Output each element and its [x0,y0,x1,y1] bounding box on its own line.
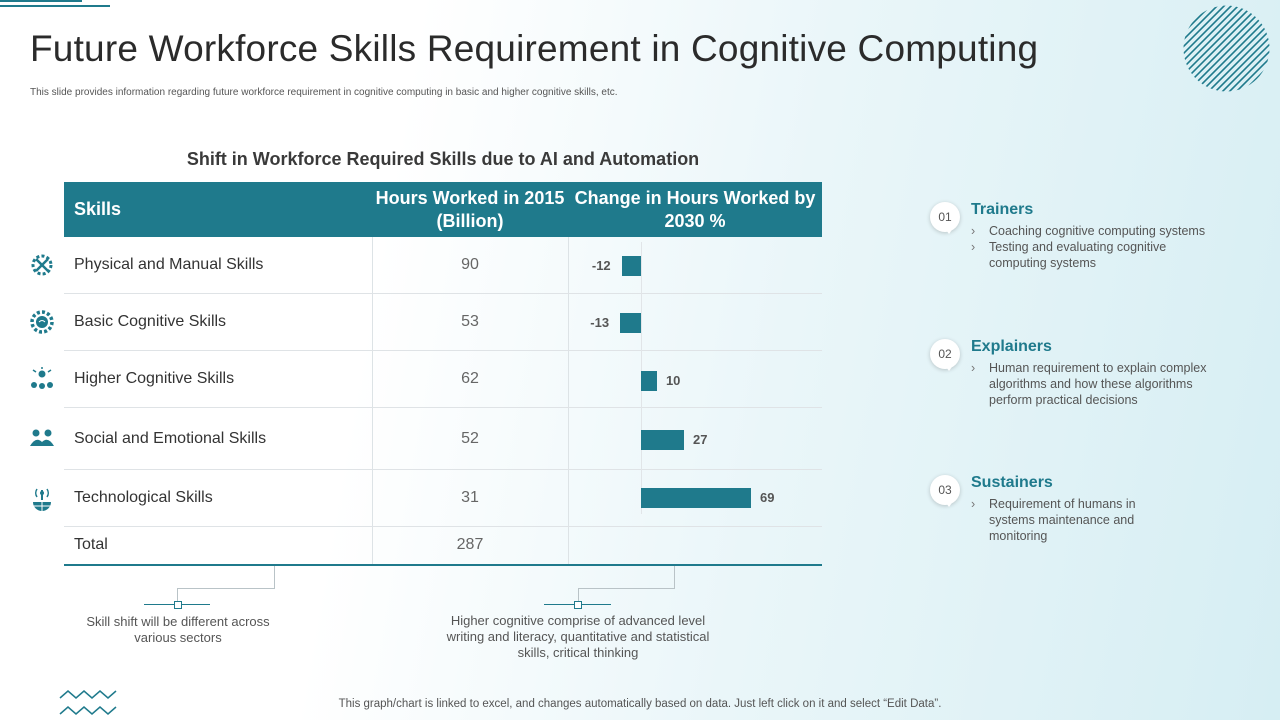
total-label: Total [74,536,108,553]
hours-value: 53 [461,313,479,330]
table-row: Social and Emotional Skills 52 [30,408,822,470]
header-hours: Hours Worked in 2015 (Billion) [375,187,565,231]
page-title: Future Workforce Skills Requirement in C… [30,28,1039,69]
hours-value: 90 [461,256,479,273]
role-bullet-list: Coaching cognitive computing systems Tes… [971,223,1205,271]
hours-value: 31 [461,489,479,506]
change-bar-label: 69 [760,490,775,505]
callout-node [174,601,182,609]
table-header: Skills Hours Worked in 2015 (Billion) Ch… [64,182,822,237]
skill-name: Physical and Manual Skills [74,256,264,273]
step-number-bubble: 01 [930,202,960,234]
role-title: Explainers [971,338,1052,355]
callout-connector [578,588,580,603]
step-number-bubble: 02 [930,339,960,371]
role-title: Sustainers [971,474,1053,491]
change-bar-label: -12 [591,258,611,273]
skill-name: Social and Emotional Skills [74,430,267,447]
total-hours: 287 [456,536,484,553]
table-title: Shift in Workforce Required Skills due t… [186,149,700,169]
change-bar-label: 27 [693,432,708,447]
skill-name: Higher Cognitive Skills [74,370,235,387]
role-bullet: Requirement of humans in systems mainten… [971,496,1141,544]
header-change: Change in Hours Worked by 2030 % [574,187,816,231]
role-bullet: Human requirement to explain complex alg… [971,360,1221,408]
header-skills: Skills [74,199,122,219]
table-row: Technological Skills 31 [33,470,822,527]
step-number-bubble: 03 [930,475,960,507]
role-bullet: Testing and evaluating cognitive computi… [971,239,1199,271]
table-row: Physical and Manual Skills 90 [31,237,822,294]
table-bottom-rule [64,564,822,566]
role-bullet: Coaching cognitive computing systems [971,223,1205,239]
page-subtitle: This slide provides information regardin… [30,87,618,98]
skill-name: Basic Cognitive Skills [74,313,227,330]
hours-value: 52 [461,430,479,447]
globe-antenna-icon [33,488,51,511]
callout-connector [177,566,275,589]
change-bar [641,371,657,391]
change-bar [620,313,641,333]
change-bar [641,488,751,508]
column-divider [568,237,569,565]
column-divider [372,237,373,565]
callout-connector [177,588,179,603]
tools-gear-icon [31,254,53,276]
role-bullet-list: Human requirement to explain complex alg… [971,360,1221,408]
callout-connector [578,566,675,589]
change-bar [621,256,641,276]
table-row: Basic Cognitive Skills 53 [30,294,822,351]
top-accent-lines [0,0,110,7]
callout-higher-cognitive: Higher cognitive comprise of advanced le… [446,613,710,660]
change-bar [641,430,685,450]
total-row: Total 287 [64,527,822,564]
hatched-circle-decoration [1183,5,1270,92]
handshake-icon [30,429,54,446]
callout-sectors: Skill shift will be different across var… [86,614,270,645]
role-bullet-list: Requirement of humans in systems mainten… [971,496,1141,544]
skill-name: Technological Skills [74,489,213,506]
table-row: Higher Cognitive Skills 62 [31,351,822,408]
brain-gear-icon [30,310,54,334]
change-bar-label: -13 [590,315,610,330]
footer-note: This graph/chart is linked to excel, and… [338,698,942,710]
callout-node [574,601,582,609]
team-network-icon [31,367,53,389]
hours-value: 62 [461,370,479,387]
change-bar-label: 10 [665,373,681,388]
zigzag-decoration [59,690,117,715]
role-title: Trainers [971,201,1034,218]
